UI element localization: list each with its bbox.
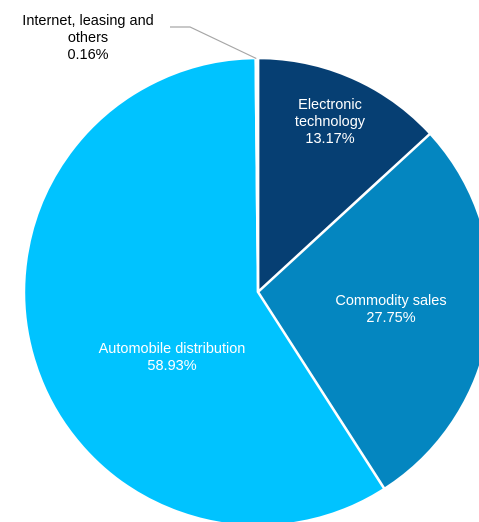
slice-labels: Electronic technology 13.17% Commodity sale… (22, 13, 446, 374)
leader-line (170, 26, 257, 60)
pie-slice-automobile-distribution (22, 56, 386, 522)
slice-name-label: technology (295, 114, 366, 130)
slice-percent-label: 13.17% (305, 131, 354, 147)
slice-name-label: others (68, 30, 108, 46)
slice-label-automobile-distribution: Automobile distribution 58.93% (99, 341, 246, 374)
slice-name-label: Electronic (298, 97, 362, 113)
slice-label-internet-leasing-and-others: Internet, leasing and others 0.16% (22, 13, 153, 63)
pie-slices (22, 56, 479, 522)
slice-label-commodity-sales: Commodity sales 27.75% (335, 293, 446, 326)
slice-name-label: Commodity sales (335, 293, 446, 309)
slice-label-electronic-technology: Electronic technology 13.17% (295, 97, 366, 147)
slice-percent-label: 0.16% (67, 47, 108, 63)
leader-lines (170, 26, 257, 60)
slice-percent-label: 27.75% (366, 310, 415, 326)
slice-name-label: Automobile distribution (99, 341, 246, 357)
slice-percent-label: 58.93% (147, 358, 196, 374)
pie-slice-commodity-sales (256, 132, 479, 491)
slice-name-label: Internet, leasing and (22, 13, 153, 29)
pie-slice-electronic-technology (256, 56, 432, 294)
